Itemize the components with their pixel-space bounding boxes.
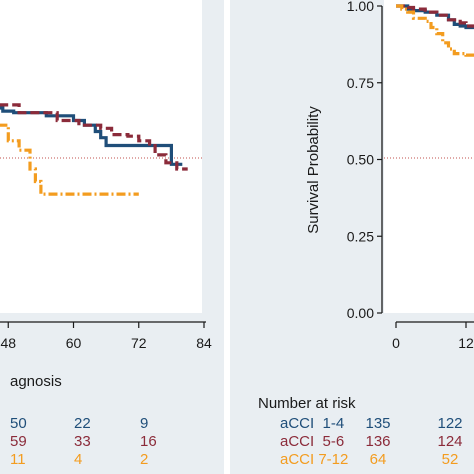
right-series-curve-3 [396,4,474,57]
left-x-tick-label-72: 72 [131,335,147,351]
left-risk-value: 33 [74,433,91,450]
right-risk-row-label: aCCI 1-4 [280,415,344,432]
right-y-tick-label-0.75: 0.75 [347,75,374,91]
left-risk-value: 22 [74,415,91,432]
left-risk-value: 50 [10,415,27,432]
right-y-tick-label-0.50: 0.50 [347,152,374,168]
left-risk-value: 16 [140,433,157,450]
right-risk-table: aCCI 1-4 135 122 aCCI 5-6 136 124 aCCI 7-12 64 5… [280,415,463,468]
right-risk-value: 64 [370,451,387,468]
right-y-tick-label-0.25: 0.25 [347,228,374,244]
right-y-tick-label-1.00: 1.00 [347,0,374,14]
left-risk-value: 2 [140,451,148,468]
right-risk-row-label: aCCI 7-12 [280,451,348,468]
right-risk-value: 52 [442,451,459,468]
left-x-ticks: 48 60 72 84 [0,322,212,351]
left-risk-value: 9 [140,415,148,432]
right-y-tick-label-0.00: 0.00 [347,305,374,321]
left-km-panel: 48 60 72 84 agnosis 50 22 9 59 33 16 11 4 2 [0,103,212,468]
right-risk-value: 122 [437,415,462,432]
right-y-ticks: 0.00 0.25 0.50 0.75 1.00 [347,0,382,321]
left-survival-curves [0,103,188,196]
left-series-curve-3 [0,123,139,196]
left-plot-area [0,0,202,313]
right-risk-row-label: aCCI 5-6 [280,433,344,450]
left-risk-value: 4 [74,451,82,468]
right-risk-header: Number at risk [258,395,356,412]
left-x-tick-label-48: 48 [0,335,16,351]
left-risk-table: 50 22 9 59 33 16 11 4 2 [10,415,157,468]
right-y-axis-label: Survival Probability [305,106,322,234]
right-plot-area [384,0,474,313]
right-x-ticks: 0 12 [392,322,474,351]
left-risk-value: 59 [10,433,27,450]
right-risk-value: 135 [365,415,390,432]
right-km-panel: Survival Probability 0.00 0.25 0.50 0.75 1.0… [258,0,474,468]
left-risk-value: 11 [10,451,26,468]
left-x-tick-label-60: 60 [66,335,82,351]
right-x-tick-label-0: 0 [392,335,400,351]
left-x-tick-label-84: 84 [196,335,212,351]
right-risk-value: 136 [365,433,390,450]
left-risk-header: agnosis [10,373,62,390]
right-series-curve-2 [396,4,474,28]
right-risk-value: 124 [437,433,462,450]
right-survival-curves [396,4,474,57]
left-series-curve-2 [0,103,188,171]
right-x-tick-label-12: 12 [458,335,474,351]
